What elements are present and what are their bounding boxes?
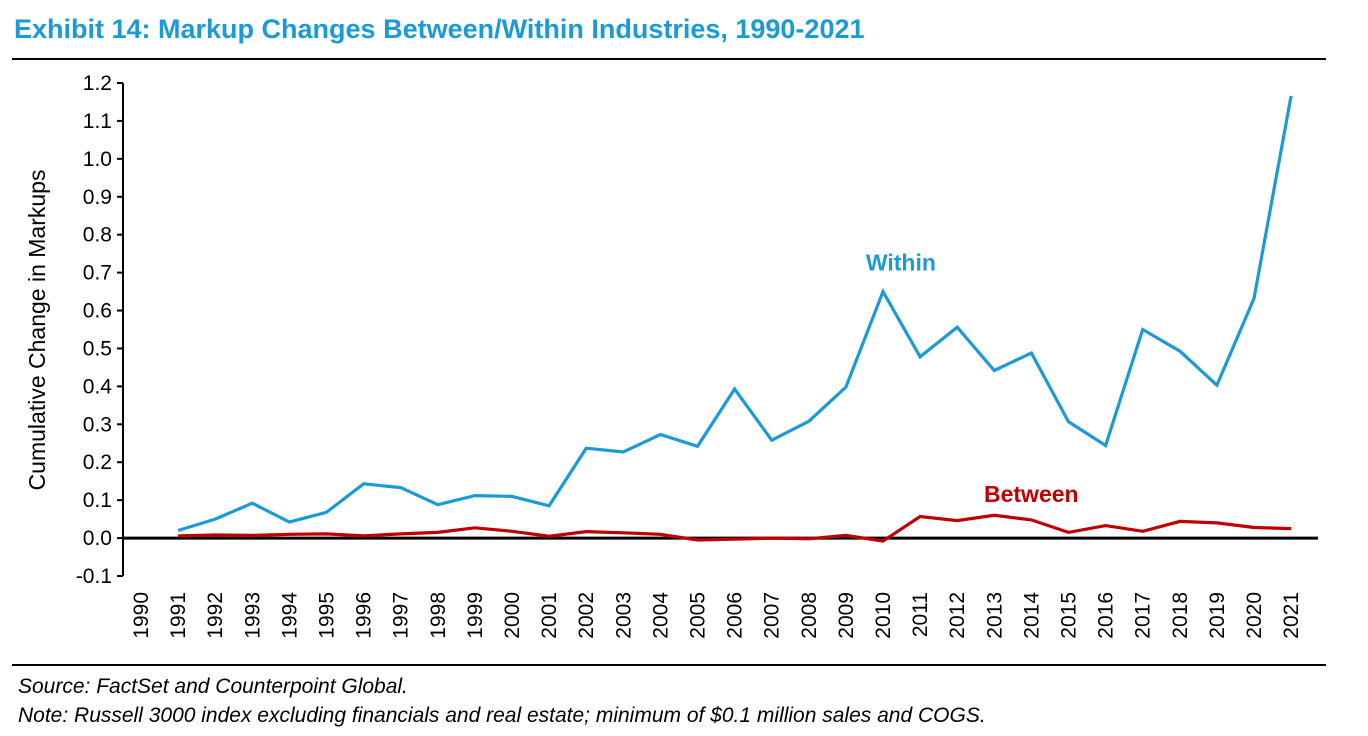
x-tick-label: 2007 [761,592,784,639]
y-tick-label: 0.2 [83,451,112,474]
x-tick-label: 2013 [983,592,1006,639]
y-tick-label: 0.1 [83,489,112,512]
x-tick-label: 2010 [872,592,895,639]
x-tick-label: 2008 [798,592,821,639]
series-lines [177,95,1293,543]
x-tick-label: 2004 [649,592,672,639]
top-rule [12,58,1326,60]
x-tick-label: 2012 [946,592,969,639]
y-tick-label: 0.3 [83,413,112,436]
y-tick-label: 0.8 [83,224,112,247]
y-tick-label: -0.1 [76,565,112,588]
series-label-between: Between [984,481,1079,507]
x-tick-label: 2001 [538,592,561,639]
y-tick-label: 0.9 [83,186,112,209]
methodology-note: Note: Russell 3000 index excluding finan… [18,704,986,727]
y-axis: -0.1 0.0 0.1 0.2 0.3 0.4 0.5 0.6 0.7 0.8 0.9 1.0 1.1… [76,72,124,588]
x-tick-label: 1990 [130,592,153,639]
x-tick-label: 1992 [204,592,227,639]
x-axis: 1990 1991 1992 1993 1994 1995 1996 1997 1998 1999… [123,536,1318,639]
x-tick-label: 1997 [390,592,413,639]
series-line-within [177,95,1293,533]
chart-title: Exhibit 14: Markup Changes Between/Withi… [14,14,865,44]
y-tick-label: 0.0 [83,527,112,550]
source-note: Source: FactSet and Counterpoint Global. [18,675,408,698]
x-tick-label: 1996 [353,592,376,639]
x-tick-label: 2000 [501,592,524,639]
x-tick-label: 2016 [1095,592,1118,639]
x-tick-label: 2017 [1132,592,1155,639]
x-tick-label: 1999 [464,592,487,639]
x-tick-label: 2002 [575,592,598,639]
x-tick-label: 2006 [724,592,747,639]
x-tick-label: 2005 [687,592,710,639]
x-tick-label: 2009 [835,592,858,639]
bottom-rule [12,664,1326,666]
x-tick-label: 2003 [612,592,635,639]
y-tick-label: 0.5 [83,337,112,360]
x-tick-label: 1995 [316,592,339,639]
y-tick-label: 0.4 [83,375,113,398]
series-labels: Within Between [866,250,1079,507]
x-tick-label: 2015 [1058,592,1081,639]
x-tick-label: 2019 [1206,592,1229,639]
y-tick-label: 1.2 [83,72,112,95]
series-label-within: Within [866,250,936,276]
y-tick-label: 0.7 [83,262,112,285]
x-tick-label: 2014 [1020,592,1043,639]
x-tick-label: 2021 [1280,592,1303,639]
x-tick-label: 1994 [278,592,301,639]
x-tick-label: 1998 [427,592,450,639]
y-tick-label: 1.0 [83,148,112,171]
y-tick-label: 0.6 [83,300,112,323]
y-tick-label: 1.1 [83,110,112,133]
y-axis-label: Cumulative Change in Markups [24,170,50,491]
x-tick-label: 2011 [909,592,932,637]
x-tick-label: 1991 [167,592,190,639]
x-tick-label: 2018 [1169,592,1192,639]
x-tick-label: 1993 [241,592,264,639]
x-tick-label: 2020 [1243,592,1266,639]
